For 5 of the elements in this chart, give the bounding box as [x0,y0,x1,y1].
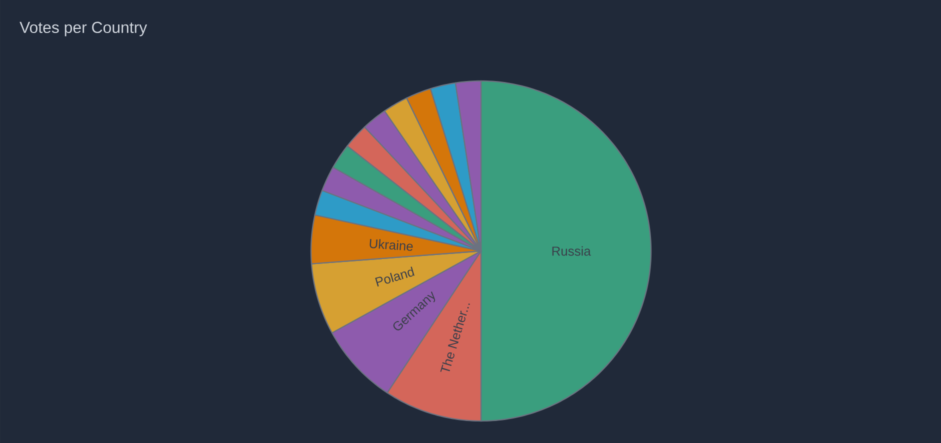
slice-label: Poland [375,266,414,287]
slice-label: The Nether... [440,303,470,372]
slice-label: Russia [552,246,591,256]
text: Votes per Country [20,22,148,36]
slice-label: Ukraine [370,239,413,251]
